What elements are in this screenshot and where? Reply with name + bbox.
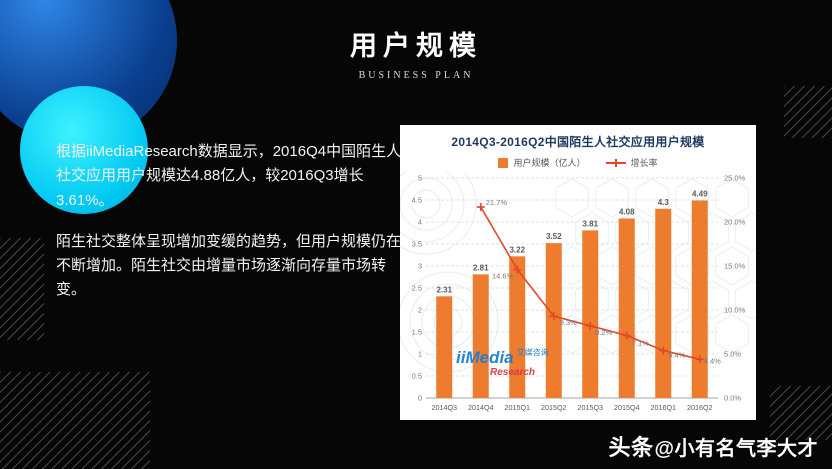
- svg-text:2016Q2: 2016Q2: [687, 403, 713, 412]
- intro-paragraph-2: 陌生社交整体呈现增加变缓的趋势，但用户规模仍在不断增加。陌生社交由增量市场逐渐向…: [56, 232, 402, 299]
- svg-text:1: 1: [418, 350, 422, 359]
- svg-text:14.6%: 14.6%: [492, 272, 514, 281]
- svg-text:4.4%: 4.4%: [704, 356, 721, 365]
- svg-text:0.5: 0.5: [412, 372, 422, 381]
- svg-text:2016Q1: 2016Q1: [650, 403, 676, 412]
- iimedia-watermark: iiMedia 艾媒咨询 Research: [456, 349, 549, 378]
- svg-text:2015Q4: 2015Q4: [614, 403, 640, 412]
- chart-panel: 2014Q3-2016Q2中国陌生人社交应用用户规模 用户规模（亿人） 增长率 …: [400, 125, 756, 420]
- intro-text-block: 根据iiMediaResearch数据显示，2016Q4中国陌生人社交应用用户规…: [56, 140, 406, 303]
- svg-text:4.3: 4.3: [658, 198, 670, 207]
- svg-text:0: 0: [418, 394, 422, 403]
- credit-line: 头条@小有名气李大才: [608, 430, 818, 462]
- chart-plot: 0 0.5 1 1.5 2 2.5 3 3.5 4 4.5 5 0.0% 5.0% 10.0% 15.0% 2…: [400, 172, 756, 412]
- author-handle: @小有名气李大才: [654, 438, 818, 460]
- cyan-circle-decoration: [20, 86, 148, 214]
- legend-item-growth-rate: 增长率: [605, 156, 658, 169]
- svg-text:7.1%: 7.1%: [632, 339, 649, 348]
- svg-text:5: 5: [418, 174, 422, 183]
- svg-text:10.0%: 10.0%: [724, 306, 746, 315]
- line-swatch-icon: [605, 158, 626, 167]
- svg-text:9.3%: 9.3%: [560, 318, 577, 327]
- slide-header: 用户规模 BUSINESS PLAN: [0, 24, 832, 81]
- svg-text:4: 4: [418, 218, 422, 227]
- hatch-pattern-top-right: [784, 86, 832, 138]
- svg-text:2.5: 2.5: [412, 284, 422, 293]
- svg-text:2015Q3: 2015Q3: [577, 403, 603, 412]
- svg-text:21.7%: 21.7%: [486, 198, 508, 207]
- svg-text:25.0%: 25.0%: [724, 174, 746, 183]
- iimedia-cn-text: 艾媒咨询: [516, 348, 549, 357]
- hatch-pattern-bottom-left: [0, 372, 150, 469]
- svg-text:3.81: 3.81: [582, 219, 598, 228]
- svg-text:2015Q2: 2015Q2: [541, 403, 567, 412]
- legend-label-user-scale: 用户规模（亿人）: [513, 158, 586, 168]
- svg-text:2015Q1: 2015Q1: [504, 403, 530, 412]
- iimedia-research-text: Research: [490, 367, 536, 378]
- svg-text:5.0%: 5.0%: [724, 350, 741, 359]
- svg-text:3.22: 3.22: [509, 245, 525, 254]
- svg-text:3.52: 3.52: [546, 232, 562, 241]
- bar-swatch-icon: [498, 157, 509, 168]
- legend-item-user-scale: 用户规模（亿人）: [498, 156, 586, 169]
- page-title: 用户规模: [350, 31, 482, 61]
- hatch-pattern-bottom-right: [770, 386, 832, 440]
- iimedia-logo-text: iiMedia: [456, 348, 514, 367]
- svg-text:1.5: 1.5: [412, 328, 422, 337]
- intro-paragraph-1: 根据iiMediaResearch数据显示，2016Q4中国陌生人社交应用用户规…: [56, 143, 402, 209]
- svg-text:0.0%: 0.0%: [724, 394, 741, 403]
- toutiao-brand: 头条: [608, 435, 654, 460]
- hatch-pattern-left: [0, 238, 44, 340]
- chart-legend: 用户规模（亿人） 增长率: [400, 156, 756, 169]
- svg-text:2: 2: [418, 306, 422, 315]
- svg-text:2014Q3: 2014Q3: [431, 403, 457, 412]
- legend-label-growth-rate: 增长率: [630, 158, 658, 168]
- svg-text:4.49: 4.49: [692, 189, 708, 198]
- page-subtitle: BUSINESS PLAN: [358, 70, 474, 81]
- svg-text:8.2%: 8.2%: [595, 328, 612, 337]
- svg-text:15.0%: 15.0%: [724, 262, 746, 271]
- chart-title: 2014Q3-2016Q2中国陌生人社交应用用户规模: [451, 135, 705, 149]
- svg-text:4.08: 4.08: [619, 207, 635, 216]
- svg-text:2014Q4: 2014Q4: [468, 403, 494, 412]
- svg-text:2.81: 2.81: [473, 263, 489, 272]
- svg-text:2.31: 2.31: [436, 285, 452, 294]
- svg-text:4.5: 4.5: [412, 196, 422, 205]
- svg-text:3.5: 3.5: [412, 240, 422, 249]
- svg-text:3: 3: [418, 262, 422, 271]
- svg-text:5.4%: 5.4%: [668, 350, 685, 359]
- svg-text:20.0%: 20.0%: [724, 218, 746, 227]
